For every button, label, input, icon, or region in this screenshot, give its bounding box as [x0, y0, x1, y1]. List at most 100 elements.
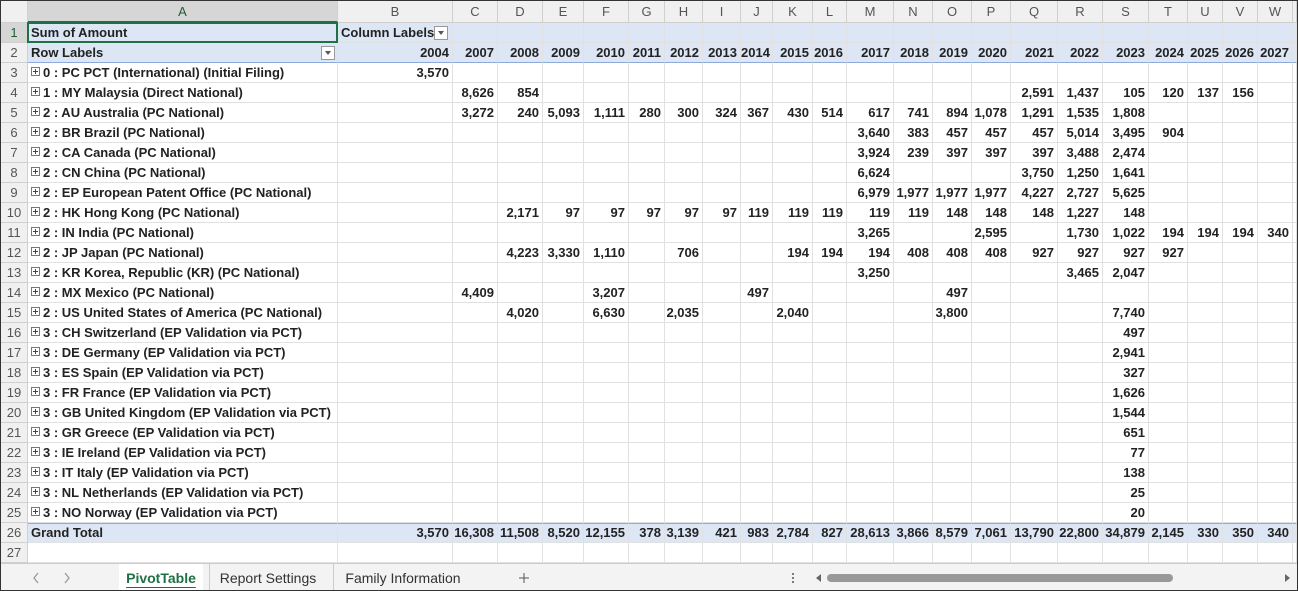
column-header[interactable]: L [813, 1, 847, 23]
cell[interactable] [933, 523, 972, 543]
cell[interactable] [1223, 463, 1258, 483]
cell[interactable] [972, 543, 1011, 563]
cell[interactable] [847, 83, 894, 103]
cell[interactable] [741, 443, 773, 463]
cell[interactable] [972, 203, 1011, 223]
value-cell[interactable]: 3,250 [857, 265, 890, 280]
cell[interactable] [1149, 403, 1188, 423]
row-header[interactable]: 5 [1, 103, 28, 123]
value-cell[interactable]: 119 [822, 205, 843, 220]
cell[interactable] [933, 23, 972, 43]
cell[interactable] [665, 203, 703, 223]
row-label[interactable]: 3 : CH Switzerland (EP Validation via PC… [28, 323, 338, 343]
cell[interactable] [1188, 483, 1223, 503]
cell[interactable] [453, 363, 498, 383]
cell[interactable] [773, 83, 813, 103]
cell[interactable] [1223, 323, 1258, 343]
cell[interactable] [1258, 243, 1293, 263]
cell[interactable] [338, 403, 453, 423]
cell[interactable] [703, 103, 741, 123]
cell[interactable] [847, 343, 894, 363]
column-header[interactable]: H [665, 1, 703, 23]
expand-button[interactable] [31, 87, 40, 96]
cell[interactable] [773, 323, 813, 343]
cell[interactable] [453, 83, 498, 103]
cell[interactable] [847, 103, 894, 123]
grand-total-cell[interactable]: 13,790 [1014, 525, 1054, 540]
cell[interactable] [703, 143, 741, 163]
cell[interactable] [543, 543, 584, 563]
row-label[interactable]: 3 : IT Italy (EP Validation via PCT) [28, 463, 338, 483]
cell[interactable] [1149, 523, 1188, 543]
cell[interactable] [773, 123, 813, 143]
row-header[interactable]: 24 [1, 483, 28, 503]
cell[interactable] [1103, 263, 1149, 283]
row-header[interactable]: 9 [1, 183, 28, 203]
cell[interactable] [972, 263, 1011, 283]
cell[interactable] [1058, 423, 1103, 443]
cell[interactable] [894, 363, 933, 383]
cell[interactable] [741, 523, 773, 543]
scroll-right[interactable] [1285, 574, 1290, 582]
value-cell[interactable]: 8,626 [461, 85, 494, 100]
cell[interactable] [453, 183, 498, 203]
cell[interactable] [629, 83, 665, 103]
row-header[interactable]: 20 [1, 403, 28, 423]
cell[interactable] [543, 523, 584, 543]
cell[interactable] [703, 163, 741, 183]
expand-button[interactable] [31, 107, 40, 116]
cell[interactable] [584, 463, 629, 483]
cell[interactable] [28, 463, 338, 483]
cell[interactable] [773, 443, 813, 463]
value-cell[interactable]: 1,022 [1112, 225, 1145, 240]
cell[interactable] [933, 463, 972, 483]
cell[interactable] [1011, 463, 1058, 483]
cell[interactable] [1058, 123, 1103, 143]
cell[interactable] [1258, 443, 1293, 463]
cell[interactable] [1011, 103, 1058, 123]
cell[interactable] [1293, 543, 1297, 563]
cell[interactable] [1149, 163, 1188, 183]
cell[interactable] [813, 543, 847, 563]
row-label[interactable]: 3 : GR Greece (EP Validation via PCT) [28, 423, 338, 443]
cell[interactable] [543, 123, 584, 143]
cell[interactable] [741, 323, 773, 343]
value-cell[interactable]: 240 [517, 105, 539, 120]
value-cell[interactable]: 3,640 [857, 125, 890, 140]
cell[interactable] [933, 63, 972, 83]
grand-total-cell[interactable]: 340 [1267, 525, 1289, 540]
cell[interactable] [1293, 343, 1297, 363]
cell[interactable] [584, 383, 629, 403]
cell[interactable] [338, 103, 453, 123]
cell[interactable] [1011, 323, 1058, 343]
cell[interactable] [1011, 423, 1058, 443]
cell[interactable] [498, 543, 543, 563]
cell[interactable] [543, 43, 584, 63]
grand-total-cell[interactable]: 16,308 [454, 525, 494, 540]
value-cell[interactable]: 3,465 [1066, 265, 1099, 280]
cell[interactable] [543, 383, 584, 403]
grand-total-cell[interactable]: 11,508 [499, 525, 539, 540]
grand-total-cell[interactable]: 8,520 [547, 525, 580, 540]
row-header[interactable]: 23 [1, 463, 28, 483]
cell[interactable] [703, 483, 741, 503]
cell[interactable] [453, 63, 498, 83]
cell[interactable] [1223, 103, 1258, 123]
cell[interactable] [933, 203, 972, 223]
cell[interactable] [741, 363, 773, 383]
cell[interactable] [28, 83, 338, 103]
value-cell[interactable]: 120 [1162, 85, 1184, 100]
value-cell[interactable]: 77 [1130, 445, 1145, 460]
cell[interactable] [453, 483, 498, 503]
value-cell[interactable]: 383 [907, 125, 929, 140]
grand-total-cell[interactable]: 421 [715, 525, 737, 540]
more-menu[interactable] [792, 581, 794, 583]
cell[interactable] [1058, 223, 1103, 243]
cell[interactable] [894, 303, 933, 323]
cell[interactable] [1149, 43, 1188, 63]
cell[interactable] [1149, 383, 1188, 403]
expand-button[interactable] [31, 347, 40, 356]
value-cell[interactable]: 397 [985, 145, 1007, 160]
cell[interactable] [894, 103, 933, 123]
cell[interactable] [1058, 363, 1103, 383]
